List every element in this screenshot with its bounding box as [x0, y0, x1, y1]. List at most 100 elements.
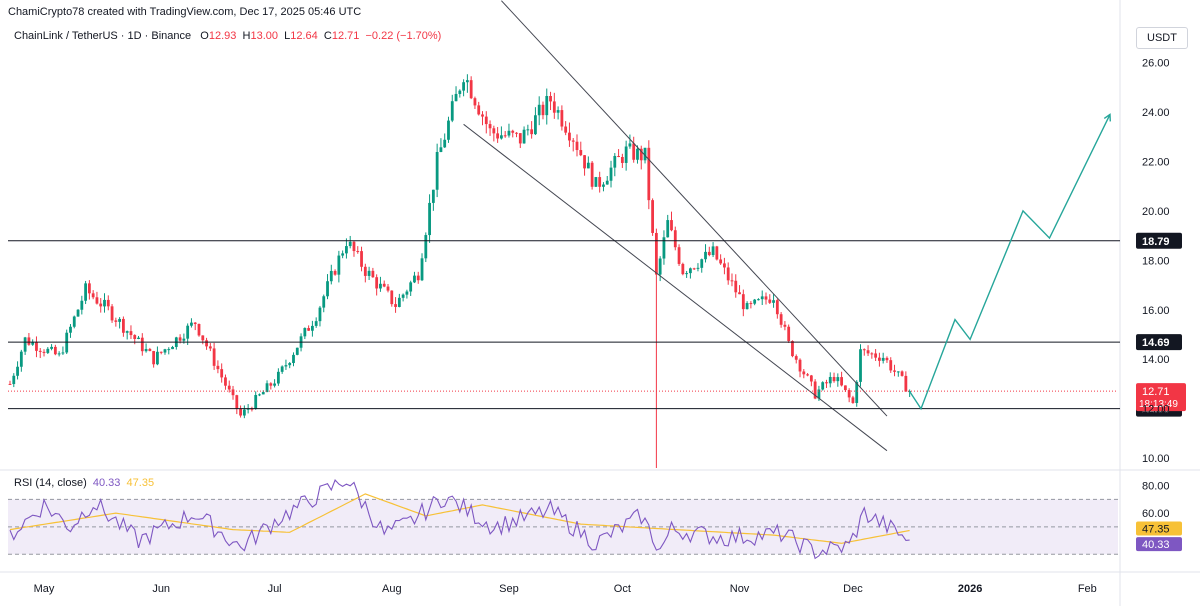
candle-body	[636, 148, 639, 160]
candle-body	[806, 374, 809, 376]
candle-body	[137, 337, 140, 340]
candle-body	[333, 270, 337, 275]
month-label: Oct	[614, 583, 631, 595]
candle-body	[435, 151, 439, 190]
symbol-name[interactable]: ChainLink / TetherUS · 1D · Binance	[14, 30, 192, 42]
candle-body	[586, 162, 590, 169]
candle-body	[745, 303, 749, 310]
candle-body	[575, 141, 579, 151]
candle-body	[242, 409, 246, 416]
candle-body	[481, 114, 484, 117]
rsi-title[interactable]: RSI (14, close)	[14, 477, 87, 489]
candle-body	[571, 140, 575, 142]
candle-body	[167, 349, 171, 351]
candle-body	[568, 132, 571, 141]
candle-body	[288, 363, 292, 366]
month-label: Jun	[152, 583, 170, 595]
candle-body	[186, 325, 190, 339]
candle-body	[594, 177, 598, 187]
candle-body	[530, 129, 534, 135]
candle-body	[129, 331, 133, 336]
candle-body	[715, 246, 719, 260]
candle-body	[80, 300, 84, 310]
candle-body	[292, 354, 295, 364]
low-value: 12.64	[290, 30, 318, 42]
candle-body	[38, 350, 42, 352]
projection-line	[909, 114, 1111, 411]
candle-body	[148, 348, 152, 352]
candle-body	[847, 390, 851, 398]
candle-body	[31, 342, 35, 345]
candle-body	[409, 282, 413, 292]
candle-body	[95, 297, 99, 304]
candle-body	[500, 135, 503, 139]
candle-body	[583, 155, 586, 169]
candle-body	[511, 130, 515, 133]
candle-body	[862, 349, 866, 351]
candle-body	[881, 357, 885, 361]
candle-body	[337, 255, 341, 275]
candle-body	[99, 303, 103, 307]
month-label: Feb	[1078, 583, 1097, 595]
candle-body	[851, 397, 855, 403]
last-price-badge	[1136, 383, 1186, 412]
candle-body	[560, 110, 564, 127]
candle-body	[314, 321, 318, 326]
candle-body	[216, 365, 220, 370]
candle-body	[235, 395, 239, 409]
candle-body	[220, 369, 224, 378]
candle-body	[719, 259, 723, 264]
currency-button[interactable]: USDT	[1136, 27, 1188, 49]
candle-body	[12, 375, 16, 385]
candle-body	[836, 377, 840, 382]
candle-body	[632, 143, 636, 160]
candle-body	[326, 281, 329, 297]
trendline-upper	[501, 0, 888, 417]
low-label: L	[284, 30, 291, 42]
candle-body	[27, 337, 31, 345]
candle-body	[329, 270, 333, 282]
rsi-value: 40.33	[92, 477, 121, 489]
candle-body	[749, 303, 753, 305]
candle-body	[144, 348, 148, 352]
candle-body	[779, 314, 783, 325]
candle-body	[53, 346, 57, 355]
rsi-line	[9, 478, 910, 560]
price-change: −0.22 (−1.70%)	[365, 30, 442, 42]
candle-body	[303, 328, 307, 337]
candle-body	[454, 93, 458, 102]
candle-body	[768, 299, 772, 303]
candle-body	[666, 220, 670, 238]
candle-body	[889, 360, 893, 371]
candle-body	[133, 335, 137, 340]
month-label: 2026	[958, 583, 982, 595]
month-label: Aug	[382, 583, 402, 595]
candle-body	[35, 342, 38, 351]
candle-body	[711, 246, 715, 256]
candle-body	[730, 280, 734, 282]
candle-body	[42, 351, 46, 353]
candle-body	[363, 266, 367, 276]
close-value: 12.71	[331, 30, 360, 42]
candle-body	[613, 155, 617, 168]
rsi-pane: 80.00 60.00 47.35 40.33	[0, 469, 1200, 560]
candle-body	[265, 383, 269, 393]
candle-body	[473, 98, 477, 106]
candle-body	[707, 251, 711, 256]
month-label: Nov	[730, 583, 750, 595]
candle-body	[375, 277, 379, 289]
candle-body	[840, 377, 843, 386]
projection-path	[909, 113, 1111, 411]
candle-body	[602, 184, 605, 187]
candle-body	[360, 251, 363, 267]
candle-body	[624, 146, 628, 163]
price-tick-label: 22.00	[1142, 156, 1170, 168]
candle-body	[609, 167, 613, 181]
candle-body	[280, 366, 284, 372]
candle-body	[171, 346, 174, 350]
candle-body	[825, 382, 828, 384]
last-price-label: 12.71	[1142, 386, 1170, 398]
candle-body	[114, 320, 118, 322]
